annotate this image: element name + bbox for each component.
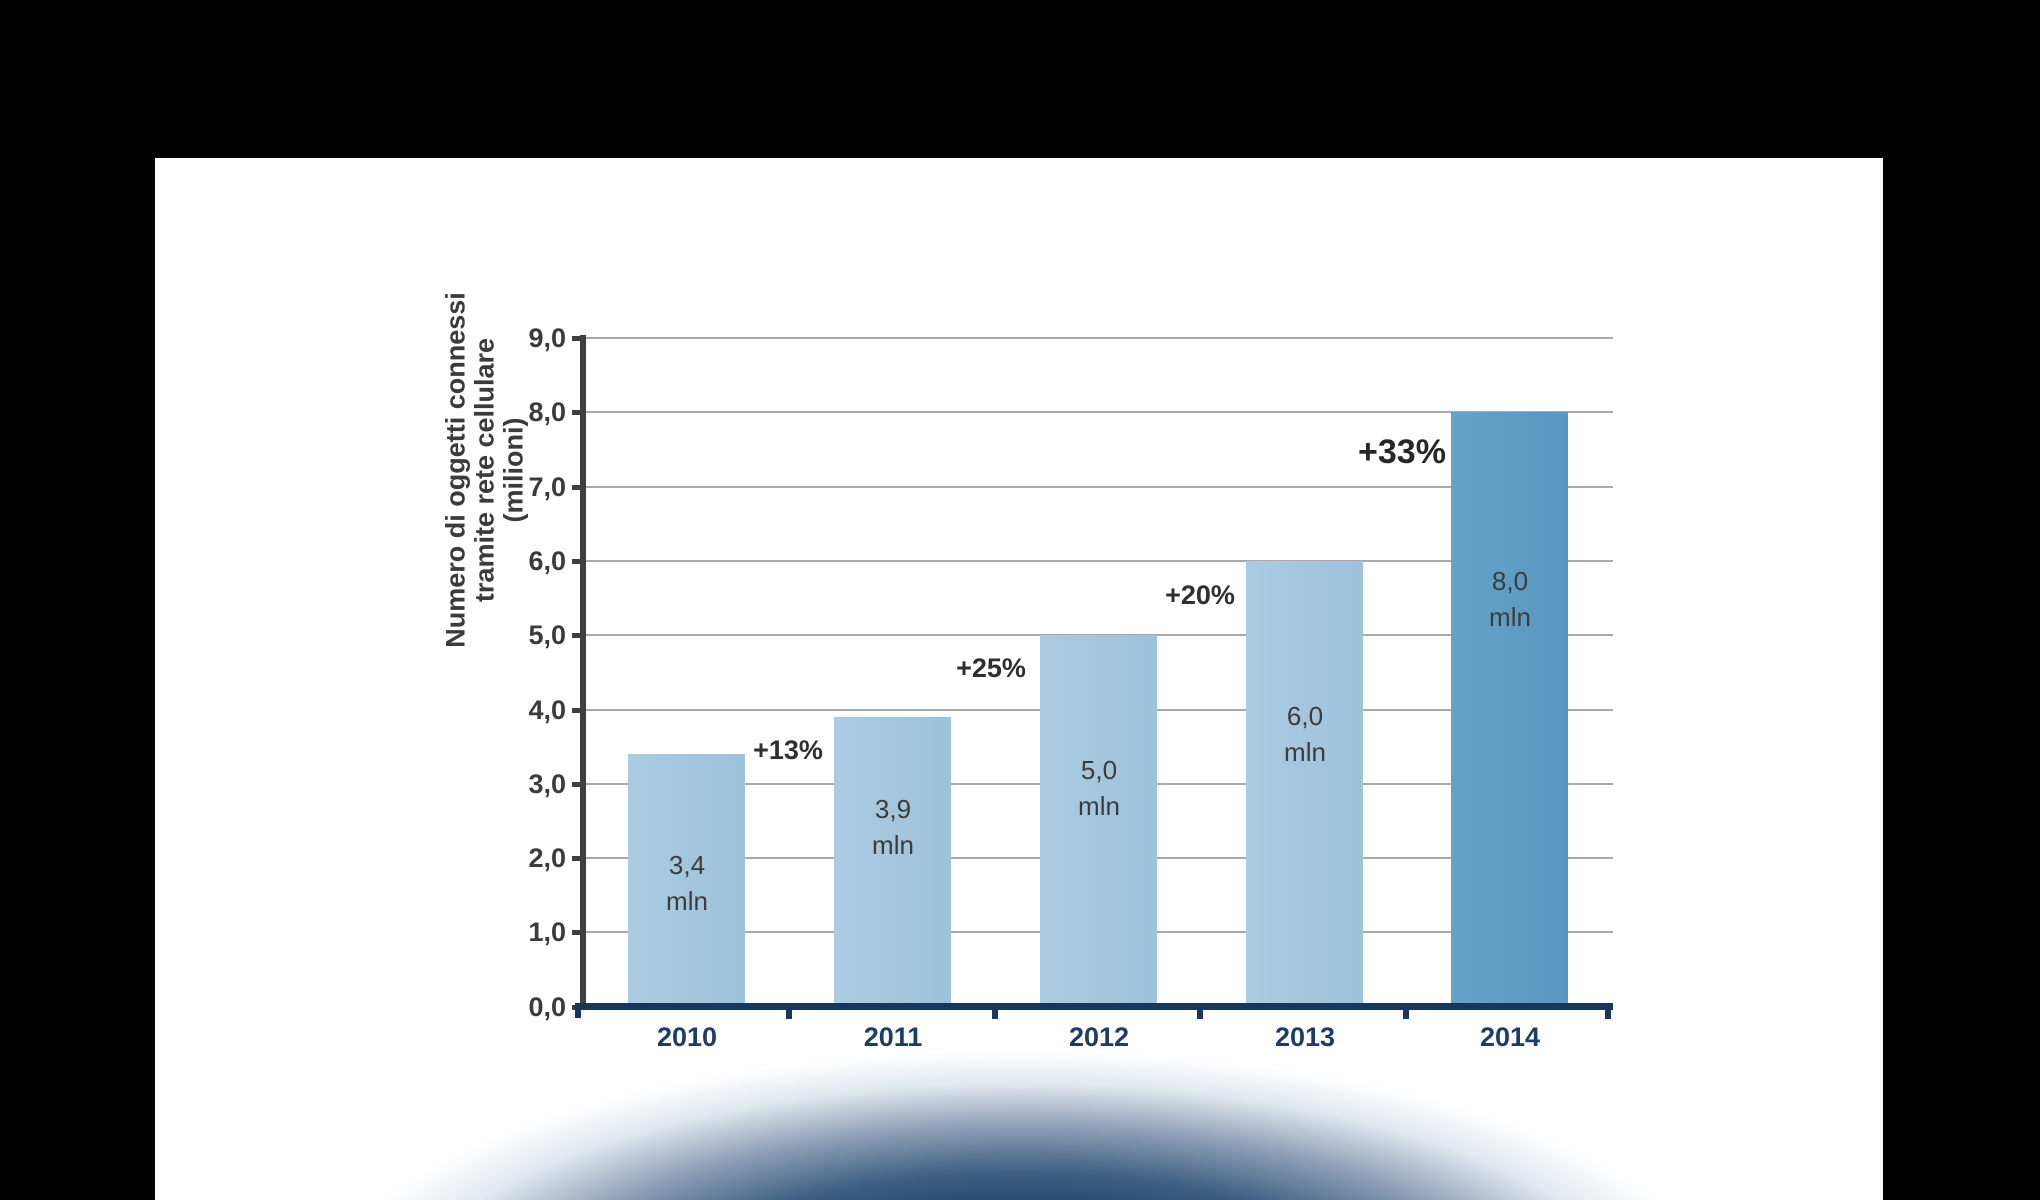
y-tick-label-2,0: 2,0 bbox=[528, 843, 566, 873]
y-axis-tick bbox=[572, 856, 583, 861]
y-axis-tick bbox=[572, 782, 583, 787]
x-axis-end-tick bbox=[1605, 1007, 1611, 1019]
bar-2010 bbox=[628, 754, 745, 1003]
y-tick-label-3,0: 3,0 bbox=[528, 769, 566, 799]
y-axis-tick bbox=[572, 336, 583, 341]
growth-annotation-25: +25% bbox=[956, 653, 1026, 683]
growth-annotation-13: +13% bbox=[753, 735, 823, 765]
y-tick-label-8,0: 8,0 bbox=[528, 397, 566, 427]
y-axis-tick bbox=[572, 410, 583, 415]
y-tick-label-1,0: 1,0 bbox=[528, 917, 566, 947]
x-tick-label-2011: 2011 bbox=[863, 1022, 923, 1052]
x-tick-label-2012: 2012 bbox=[1068, 1022, 1130, 1052]
x-axis-tick bbox=[992, 1010, 998, 1019]
growth-annotation-20: +20% bbox=[1165, 580, 1235, 610]
bar-value: 3,9 bbox=[874, 794, 912, 824]
bar-unit: mln bbox=[1284, 737, 1326, 767]
x-axis-line bbox=[575, 1003, 1613, 1010]
y-tick-label-7,0: 7,0 bbox=[528, 472, 566, 502]
bar-value-label-2014: 8,0 mln bbox=[1430, 563, 1590, 635]
bar-unit: mln bbox=[1489, 602, 1531, 632]
bar-value: 3,4 bbox=[668, 850, 706, 880]
x-tick-label-2010: 2010 bbox=[656, 1022, 718, 1052]
bar-2012 bbox=[1040, 635, 1157, 1003]
y-axis-tick bbox=[572, 485, 583, 490]
gridline-8,0 bbox=[583, 411, 1613, 413]
y-axis-tick bbox=[572, 633, 583, 638]
x-axis-tick bbox=[1403, 1010, 1409, 1019]
y-tick-label-4,0: 4,0 bbox=[528, 695, 566, 725]
gridline-9,0 bbox=[583, 337, 1613, 339]
bar-2014 bbox=[1451, 412, 1568, 1003]
y-tick-label-5,0: 5,0 bbox=[528, 620, 566, 650]
bar-value: 8,0 bbox=[1491, 566, 1529, 596]
gridline-7,0 bbox=[583, 486, 1613, 488]
bar-value: 5,0 bbox=[1080, 755, 1118, 785]
y-axis-tick bbox=[572, 930, 583, 935]
y-tick-label-6,0: 6,0 bbox=[528, 546, 566, 576]
slide-canvas: Numero di oggetti connessi tramite rete … bbox=[155, 158, 1883, 1200]
bar-value-label-2012: 5,0 mln bbox=[1019, 752, 1179, 824]
x-axis-start-tick bbox=[575, 1010, 581, 1018]
y-axis-line bbox=[580, 335, 586, 1006]
y-tick-label-9,0: 9,0 bbox=[528, 323, 566, 353]
bar-value: 6,0 bbox=[1286, 701, 1324, 731]
y-axis-tick bbox=[572, 708, 583, 713]
y-tick-label-0,0: 0,0 bbox=[528, 992, 566, 1022]
bar-value-label-2011: 3,9 mln bbox=[813, 791, 973, 863]
bar-value-label-2013: 6,0 mln bbox=[1225, 698, 1385, 770]
x-axis-tick bbox=[786, 1010, 792, 1019]
bar-2013 bbox=[1246, 561, 1363, 1003]
bar-unit: mln bbox=[666, 886, 708, 916]
y-axis-tick bbox=[572, 559, 583, 564]
gridline-6,0 bbox=[583, 560, 1613, 562]
x-axis-tick bbox=[1197, 1010, 1203, 1019]
bar-unit: mln bbox=[872, 830, 914, 860]
growth-annotation-33: +33% bbox=[1358, 433, 1446, 471]
x-tick-label-2014: 2014 bbox=[1479, 1022, 1541, 1052]
x-tick-label-2013: 2013 bbox=[1274, 1022, 1336, 1052]
bar-value-label-2010: 3,4 mln bbox=[607, 847, 767, 919]
bar-unit: mln bbox=[1078, 791, 1120, 821]
bar-2011 bbox=[834, 717, 951, 1003]
